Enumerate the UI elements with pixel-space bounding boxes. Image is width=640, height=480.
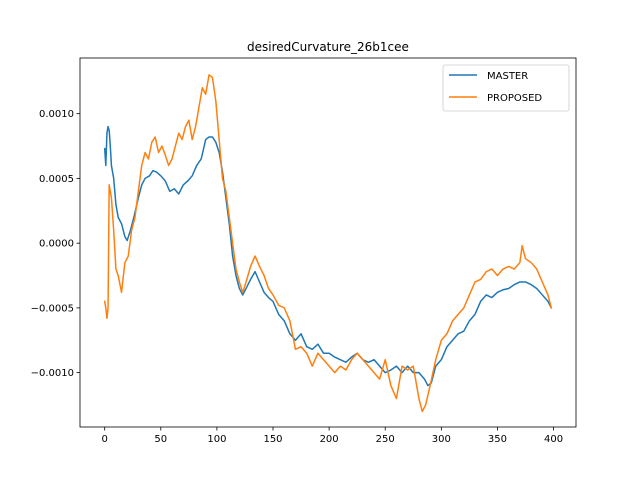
y-tick-label: −0.0010 <box>31 368 74 379</box>
chart-title: desiredCurvature_26b1cee <box>247 40 409 54</box>
series-line-master <box>103 125 553 387</box>
x-tick-label: 400 <box>544 434 563 445</box>
y-tick-label: 0.0005 <box>39 174 74 185</box>
series-line-proposed <box>103 74 553 413</box>
x-tick-label: 150 <box>263 434 282 445</box>
y-tick-label: 0.0010 <box>39 109 74 120</box>
legend: MASTER PROPOSED <box>442 64 570 112</box>
x-tick-label: 200 <box>320 434 339 445</box>
x-tick-label: 350 <box>488 434 507 445</box>
series-group <box>103 74 553 413</box>
plot-area <box>80 58 576 427</box>
legend-label-master: MASTER <box>487 71 528 82</box>
y-tick-label: −0.0005 <box>31 303 74 314</box>
x-tick-label: 0 <box>102 434 108 445</box>
axes-group: 0 50 100 150 200 250 300 350 400 −0.0010 −0.0005 0.… <box>31 57 577 445</box>
x-tick-label: 100 <box>207 434 226 445</box>
legend-box <box>442 64 570 112</box>
x-tick-label: 50 <box>154 434 167 445</box>
legend-label-proposed: PROPOSED <box>487 93 542 104</box>
x-tick-label: 300 <box>432 434 451 445</box>
axes-frame <box>79 57 577 428</box>
x-tick-label: 250 <box>376 434 395 445</box>
y-tick-label: 0.0000 <box>39 239 74 250</box>
